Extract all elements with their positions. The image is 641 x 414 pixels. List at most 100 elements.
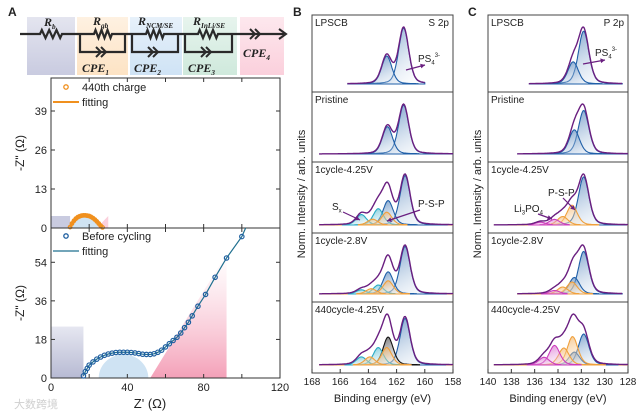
data-point [181, 324, 188, 331]
data-point [185, 319, 192, 326]
envelope-fit [319, 103, 453, 155]
y-tick-label: 39 [35, 106, 47, 118]
envelope-fit [493, 313, 628, 366]
data-point [195, 303, 201, 310]
panel-label-c: C [468, 5, 477, 19]
x-tick-label: 132 [573, 377, 590, 388]
xps-s2p-plot: LPSCB PS43- Pristine 1cycle-4.25V Sx P-S-P 1cy… [296, 14, 462, 405]
resistor-label: RInLi/SE [192, 14, 225, 30]
spectrum-label: 1cycle-2.8V [491, 236, 544, 247]
spectrum-label: Pristine [315, 95, 349, 106]
x-tick-label: 164 [360, 377, 377, 388]
arrowhead-icon [547, 215, 552, 220]
data-point [86, 362, 92, 368]
circuit-band [27, 17, 75, 75]
data-point [212, 274, 218, 281]
y-tick-label: 36 [35, 296, 47, 308]
panel-label-a: A [8, 5, 17, 19]
diffusion-region [150, 253, 227, 378]
circuit-band [240, 17, 284, 75]
spectrum-label: 1cycle-4.25V [491, 165, 549, 176]
legend-label: 440th charge [82, 82, 146, 94]
peak-annotation: Sx [332, 202, 342, 215]
arrowhead-icon [387, 217, 392, 222]
bulk-region [51, 326, 84, 378]
arrowhead-icon [355, 215, 360, 221]
spectrum-label: 1cycle-2.8V [315, 236, 368, 247]
interface-region [98, 354, 149, 378]
cpe-label: CPE2 [134, 61, 161, 77]
component-peak [361, 104, 447, 155]
x-tick-label: 160 [416, 377, 433, 388]
y-axis-label: -Z" (Ω) [13, 285, 27, 321]
spectrum-label: LPSCB [315, 18, 348, 29]
cpe-label: CPE4 [243, 46, 270, 62]
xps-p2p-plot: LPSCB PS43- Pristine 1cycle-4.25V P-S-P Li3PO… [472, 14, 637, 405]
resistor-label: RNCM/SE [137, 14, 173, 30]
annotation-arrow [386, 209, 421, 222]
y-tick-label: 0 [41, 373, 47, 385]
cpe-symbol-icon [95, 46, 108, 58]
cpe-symbol-icon [249, 28, 262, 40]
x-tick-label: 168 [304, 377, 321, 388]
y-axis-label: Norm. Intensity / arb. units [296, 129, 308, 258]
arrowhead-icon [570, 205, 575, 210]
component-peak [540, 176, 627, 226]
envelope-fit [528, 26, 623, 85]
y-tick-label: 0 [41, 223, 47, 235]
legend-label: fitting [82, 97, 108, 109]
peak-annotation: PS43- [418, 53, 440, 67]
x-axis-label: Binding energy (eV) [509, 393, 606, 405]
arrow-icon [278, 28, 288, 40]
x-tick-label: 138 [503, 377, 520, 388]
spectrum-label: 440cycle-4.25V [491, 305, 560, 316]
data-point [177, 330, 184, 336]
data-point [202, 291, 209, 298]
component-peak [356, 288, 386, 295]
cpe-symbol-icon [147, 46, 160, 58]
data-point [100, 224, 105, 230]
x-tick-label: 80 [198, 382, 210, 394]
envelope-fit [517, 103, 628, 155]
peak-annotation: Li3PO4 [514, 204, 544, 217]
y-tick-label: 18 [35, 334, 47, 346]
spectrum-label: 440cycle-4.25V [315, 305, 384, 316]
x-tick-label: 128 [620, 377, 637, 388]
equivalent-circuit: Rb Rgb RNCM/SE RInLi/SE CPE1 CPE2 CPE3 CPE4 [20, 14, 288, 77]
cpe-label: CPE1 [82, 61, 109, 77]
component-peak [542, 250, 623, 295]
x-tick-label: 134 [550, 377, 567, 388]
x-tick-label: 158 [445, 377, 462, 388]
x-tick-label: 140 [480, 377, 497, 388]
arrowhead-icon [420, 63, 425, 69]
legend-label: Before cycling [82, 231, 151, 243]
x-axis-label: Z' (Ω) [134, 396, 166, 411]
y-tick-label: 26 [35, 145, 47, 157]
envelope-fit [517, 244, 623, 295]
resistor-label: Rgb [92, 14, 109, 30]
circuit-wire [20, 26, 284, 42]
x-tick-label: 0 [48, 382, 54, 394]
circuit-band [77, 17, 128, 75]
envelope-fit [319, 173, 453, 226]
component-peak [352, 356, 387, 366]
x-tick-label: 162 [388, 377, 405, 388]
core-level-title: P 2p [604, 18, 625, 29]
cpe-label: CPE3 [188, 61, 215, 77]
core-level-title: S 2p [428, 18, 449, 29]
arrowhead-icon [600, 58, 605, 64]
component-peak [357, 218, 388, 226]
envelope-fit [493, 173, 628, 226]
circuit-band [183, 17, 237, 75]
bulk-region [51, 216, 71, 228]
envelope-fit [319, 313, 453, 366]
panel-label-b: B [293, 5, 302, 19]
y-tick-label: 13 [35, 184, 47, 196]
fitting-line [82, 227, 247, 377]
y-tick-label: 54 [35, 257, 47, 269]
cpe-symbol-icon [200, 46, 213, 58]
legend-marker [63, 233, 69, 239]
spectrum-label: LPSCB [491, 18, 524, 29]
peak-annotation: P-S-P [418, 199, 445, 210]
